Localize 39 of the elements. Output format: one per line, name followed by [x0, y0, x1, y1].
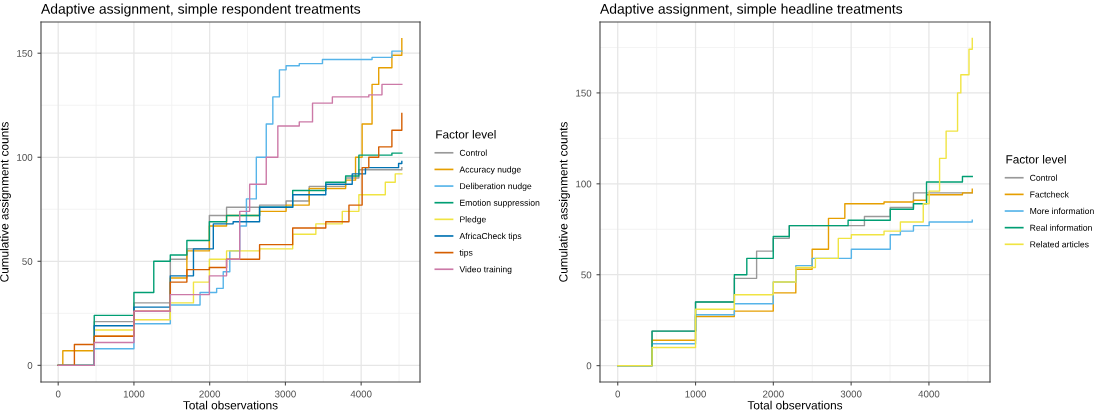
y-tick-label: 150: [17, 49, 33, 57]
legend-label: Deliberation nudge: [460, 182, 532, 191]
x-axis-title: Total observations: [183, 400, 278, 410]
y-axis-title: Cumulative assignment counts: [558, 122, 570, 282]
legend-label: Accuracy nudge: [459, 166, 521, 175]
legend-label: Related articles: [1030, 241, 1089, 248]
legend-label: Factcheck: [1030, 191, 1069, 198]
x-tick-label: 2000: [763, 390, 784, 398]
x-tick-label: 4000: [350, 390, 372, 398]
legend-title: Factor level: [436, 129, 496, 139]
legend-label: Real information: [1030, 224, 1092, 231]
y-tick-label: 100: [17, 153, 33, 161]
legend-label: Pledge: [460, 216, 486, 225]
y-tick-label: 50: [22, 258, 33, 265]
x-tick-label: 2000: [199, 390, 221, 398]
legend-label: Video training: [459, 266, 512, 275]
legend-label: Emotion suppression: [460, 199, 540, 208]
x-tick-label: 3000: [274, 390, 296, 398]
x-tick-label: 4000: [918, 390, 940, 398]
x-tick-label: 0: [615, 390, 621, 398]
y-axis-title: Cumulative assignment counts: [0, 122, 11, 282]
y-tick-label: 150: [576, 89, 592, 97]
x-tick-label: 0: [55, 390, 61, 398]
legend-label: Control: [459, 149, 487, 156]
chart-title: Adaptive assignment, simple respondent treatments: [41, 3, 361, 17]
legend-label: Control: [1030, 174, 1057, 181]
chart-title: Adaptive assignment, simple headline treatments: [600, 3, 903, 17]
y-tick-label: 0: [27, 362, 33, 369]
y-tick-label: 0: [586, 362, 592, 370]
y-tick-label: 50: [581, 271, 592, 279]
legend-label: tips: [459, 249, 473, 258]
legend-label: More information: [1030, 207, 1094, 215]
legend-label: AfricaCheck tips: [459, 232, 522, 241]
x-tick-label: 1000: [685, 390, 706, 398]
x-tick-label: 3000: [840, 390, 862, 398]
x-axis-title: Total observations: [747, 400, 843, 410]
x-tick-label: 1000: [123, 390, 145, 398]
y-tick-label: 100: [576, 180, 592, 188]
legend-title: Factor level: [1006, 154, 1066, 164]
